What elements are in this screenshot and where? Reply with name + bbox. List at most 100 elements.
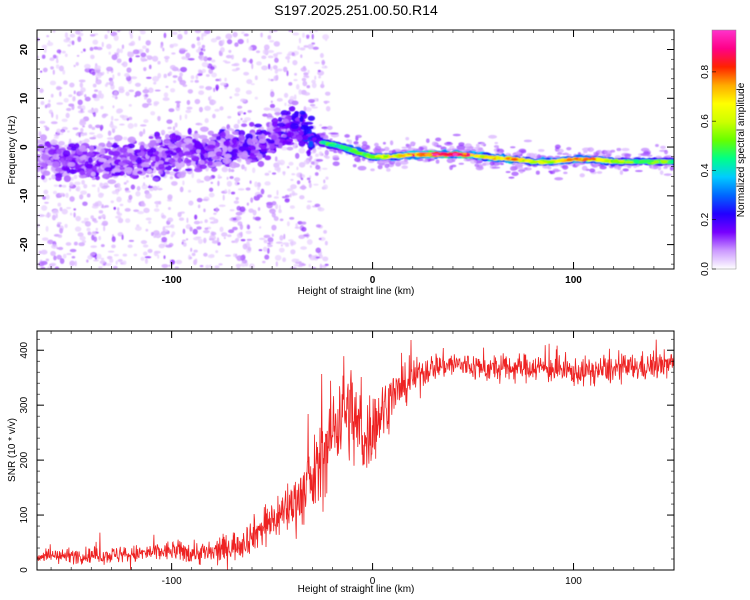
heatmap-cell <box>152 75 160 82</box>
heatmap-cell <box>269 30 274 34</box>
heatmap-cell <box>55 85 62 91</box>
heatmap-cell <box>240 98 247 103</box>
heatmap-cell <box>179 114 182 121</box>
heatmap-cell <box>249 122 255 127</box>
heatmap-cell <box>207 57 212 61</box>
heatmap-cell <box>318 151 323 157</box>
heatmap-cell <box>270 100 273 104</box>
heatmap-cell <box>315 256 321 259</box>
heatmap-cell <box>621 147 630 152</box>
heatmap-cell <box>41 44 48 49</box>
heatmap-cell <box>59 91 62 97</box>
heatmap-cell <box>106 66 113 72</box>
heatmap-cell <box>90 215 94 220</box>
heatmap-cell <box>291 100 299 106</box>
heatmap-cell <box>207 130 214 136</box>
heatmap-cell <box>75 215 82 222</box>
heatmap-cell <box>322 167 328 170</box>
heatmap-cell <box>234 92 240 97</box>
heatmap-cell <box>458 162 464 165</box>
heatmap-cell <box>169 27 176 29</box>
heatmap-cell <box>357 165 367 171</box>
heatmap-cell <box>61 184 67 188</box>
heatmap-cell <box>145 55 151 58</box>
heatmap-cell <box>80 127 84 133</box>
heatmap-cell <box>75 30 81 35</box>
heatmap-cell <box>209 234 216 241</box>
heatmap-cell <box>293 79 298 82</box>
heatmap-cell <box>67 130 70 133</box>
heatmap-cell <box>89 136 97 140</box>
heatmap-cell <box>199 265 204 268</box>
heatmap-cell <box>274 156 278 162</box>
heatmap-cell <box>232 31 238 38</box>
heatmap-cell <box>41 54 46 59</box>
heatmap-cell <box>59 227 63 234</box>
heatmap-cell <box>47 239 54 245</box>
heatmap-cell <box>271 172 277 175</box>
heatmap-cell <box>306 177 311 181</box>
heatmap-cell <box>69 187 72 192</box>
heatmap-cell <box>119 114 125 119</box>
heatmap-cell <box>322 184 328 190</box>
heatmap-cell <box>158 163 165 170</box>
heatmap-cell <box>150 111 156 116</box>
heatmap-cell <box>138 35 141 41</box>
heatmap-cell <box>81 240 87 244</box>
heatmap-cell <box>111 236 116 243</box>
heatmap-cell <box>66 107 72 112</box>
heatmap-cell <box>145 192 152 199</box>
heatmap-cell <box>257 182 261 188</box>
heatmap-cell <box>83 48 86 52</box>
heatmap-cell <box>97 186 100 193</box>
heatmap-cell <box>127 123 134 129</box>
heatmap-cell <box>311 82 317 89</box>
heatmap-cell <box>103 225 106 232</box>
heatmap-cell <box>194 258 198 264</box>
heatmap-cell <box>47 27 51 30</box>
heatmap-cell <box>247 246 252 252</box>
heatmap-cell <box>196 226 202 230</box>
heatmap-cell <box>126 148 135 153</box>
heatmap-cell <box>41 174 46 180</box>
heatmap-cell <box>192 236 200 241</box>
heatmap-cell <box>161 214 167 219</box>
heatmap-cell <box>309 125 314 129</box>
heatmap-cell <box>273 196 279 199</box>
heatmap-cell <box>120 157 128 161</box>
heatmap-cell <box>270 134 278 141</box>
heatmap-cell <box>406 144 412 149</box>
heatmap-cell <box>227 146 233 152</box>
heatmap-cell <box>292 32 300 36</box>
heatmap-cell <box>79 194 84 200</box>
heatmap-cell <box>247 138 253 145</box>
heatmap-cell <box>267 35 272 40</box>
heatmap-cell <box>268 170 272 173</box>
heatmap-cell <box>96 133 104 139</box>
heatmap-cell <box>210 38 218 43</box>
heatmap-cell <box>254 96 258 100</box>
heatmap-cell <box>162 47 165 52</box>
heatmap-cell <box>333 150 338 153</box>
heatmap-cell <box>128 89 135 93</box>
heatmap-cell <box>286 165 290 169</box>
heatmap-cell <box>295 258 300 262</box>
heatmap-cell <box>163 55 170 60</box>
heatmap-cell <box>168 108 175 113</box>
heatmap-cell <box>112 105 115 109</box>
heatmap-cell <box>126 180 129 183</box>
heatmap-cell <box>257 160 265 168</box>
heatmap-cell <box>298 140 306 147</box>
heatmap-cell <box>79 156 87 161</box>
heatmap-cell <box>194 98 201 105</box>
heatmap-cell <box>240 117 243 121</box>
heatmap-cell <box>119 147 128 153</box>
heatmap-cell <box>123 181 127 185</box>
heatmap-cell <box>45 214 51 218</box>
heatmap-cell <box>216 136 222 141</box>
heatmap-cell <box>113 134 123 142</box>
heatmap-cell <box>452 133 461 137</box>
heatmap-cell <box>547 165 552 170</box>
heatmap-cell <box>118 171 126 176</box>
heatmap-cell <box>287 59 290 63</box>
